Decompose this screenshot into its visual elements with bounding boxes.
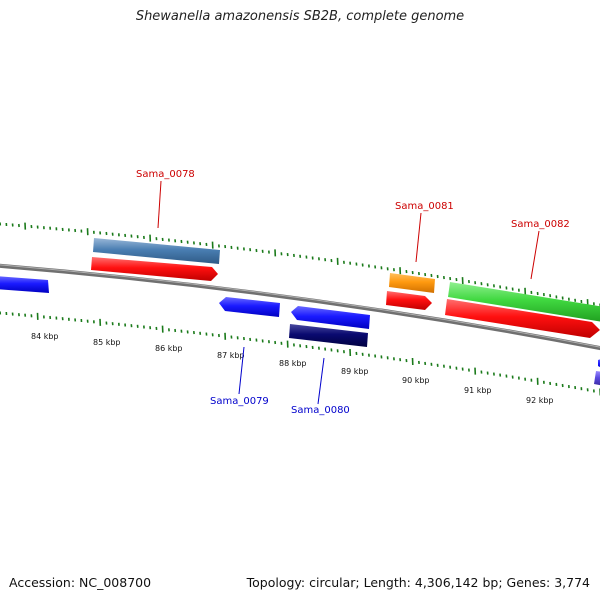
gene-feature-sama-0079[interactable] <box>219 297 280 317</box>
gene-feature-sama-0081[interactable] <box>386 291 432 310</box>
connector-sama-0079 <box>238 346 245 395</box>
connector-sama-0078 <box>157 180 162 229</box>
inner-tick-row <box>0 311 600 396</box>
gene-feature-left-edge[interactable] <box>0 276 49 293</box>
scale-labels: 84 kbp 85 kbp 86 kbp 87 kbp 88 kbp 89 kb… <box>31 332 554 405</box>
connector-sama-0082 <box>530 230 540 280</box>
scale-label-90: 90 kbp <box>402 376 430 385</box>
gene-feature-sama-0082[interactable] <box>445 299 600 338</box>
gene-feature-right-edge-purple[interactable] <box>594 371 600 386</box>
gene-annotation-sama-0082[interactable] <box>448 282 600 322</box>
genome-backbone-highlight <box>0 264 600 348</box>
gene-label-sama-0080[interactable]: Sama_0080 <box>291 405 350 416</box>
genome-backbone <box>0 263 600 351</box>
scale-label-92: 92 kbp <box>526 396 554 405</box>
accession-label: Accession: NC_008700 <box>9 575 152 590</box>
gene-features <box>0 238 600 386</box>
gene-label-sama-0081[interactable]: Sama_0081 <box>395 201 454 212</box>
scale-label-86: 86 kbp <box>155 344 183 353</box>
genome-summary: Topology: circular; Length: 4,306,142 bp… <box>246 575 590 590</box>
gene-labels: Sama_0078 Sama_0079 Sama_0080 Sama_0081 … <box>136 169 570 416</box>
gene-feature-sama-0078[interactable] <box>91 257 218 281</box>
gene-label-sama-0079[interactable]: Sama_0079 <box>210 396 269 407</box>
gene-label-sama-0082[interactable]: Sama_0082 <box>511 219 570 230</box>
label-connectors <box>157 180 540 405</box>
outer-tick-row <box>0 222 600 307</box>
scale-label-88: 88 kbp <box>279 359 307 368</box>
gene-label-sama-0078[interactable]: Sama_0078 <box>136 169 195 180</box>
gene-annotation-sama-0078[interactable] <box>93 238 220 264</box>
connector-sama-0081 <box>415 212 422 263</box>
scale-label-91: 91 kbp <box>464 386 492 395</box>
genome-title: Shewanella amazonensis SB2B, complete ge… <box>135 9 465 24</box>
scale-label-89: 89 kbp <box>341 367 369 376</box>
scale-label-85: 85 kbp <box>93 338 121 347</box>
scale-label-84: 84 kbp <box>31 332 59 341</box>
gene-feature-sama-0080[interactable] <box>291 306 370 329</box>
gene-annotation-sama-0081[interactable] <box>389 273 435 293</box>
scale-label-87: 87 kbp <box>217 351 245 360</box>
connector-sama-0080 <box>317 357 325 405</box>
gene-annotation-sama-0080[interactable] <box>289 324 368 347</box>
